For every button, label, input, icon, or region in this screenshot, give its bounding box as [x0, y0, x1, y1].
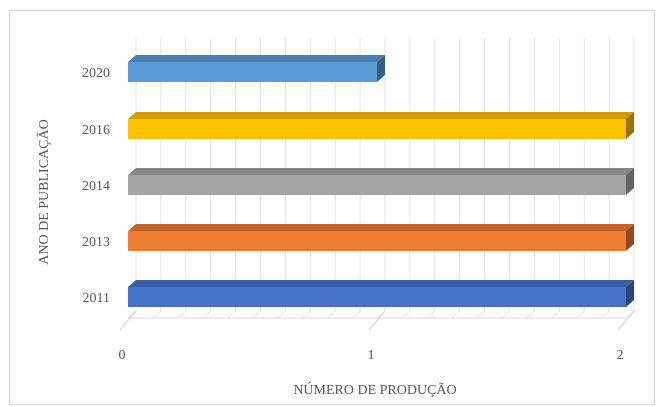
floor-gridline — [401, 310, 411, 319]
floor-gridline — [252, 310, 261, 319]
floor-gridline — [177, 310, 187, 319]
bar-2020 — [128, 55, 385, 82]
floor-gridline — [575, 310, 585, 319]
x-axis-title: NÚMERO DE PRODUÇÃO — [293, 381, 456, 398]
y-tick-labels: 2020 2016 2014 2013 2011 — [82, 66, 110, 306]
floor-gridline — [277, 310, 286, 319]
floor-gridline — [501, 310, 510, 319]
axis-tick-diagonal — [119, 310, 137, 331]
floor-gridline — [426, 310, 436, 319]
floor-gridline — [451, 310, 461, 319]
floor-gridline — [600, 310, 610, 319]
y-tick-label: 2020 — [82, 66, 110, 81]
bar-2014 — [128, 168, 634, 195]
y-axis-title: ANO DE PUBLICAÇÃO — [36, 119, 52, 264]
y-tick-label: 2013 — [82, 235, 110, 250]
y-tick-label: 2011 — [83, 291, 110, 306]
bar-top-face — [128, 112, 634, 119]
y-tick-label: 2014 — [82, 179, 110, 194]
bar-front-face — [128, 287, 626, 307]
floor-gridline — [152, 310, 162, 319]
bar-top-face — [128, 168, 634, 175]
bar-front-face — [128, 231, 626, 251]
x-tick-label: 1 — [368, 348, 375, 363]
bar-top-face — [128, 55, 385, 62]
floor-gridline — [326, 310, 336, 319]
bar-front-face — [128, 175, 626, 195]
bar-2013 — [128, 224, 634, 251]
floor-gridline — [351, 310, 361, 319]
bar-front-face — [128, 62, 377, 82]
x-tick-label: 2 — [617, 348, 624, 363]
floor-gridline — [476, 310, 485, 319]
bar-side-face — [377, 55, 385, 82]
axis-tick-diagonal — [368, 310, 386, 331]
floor-gridline — [202, 310, 212, 319]
bar-top-face — [128, 224, 634, 231]
axis-tick-diagonal — [617, 310, 635, 331]
bar-side-face — [626, 112, 634, 139]
bar-2016 — [128, 112, 634, 139]
x-tick-label: 0 — [119, 348, 126, 363]
floor-gridline — [227, 310, 236, 319]
chart-bars — [128, 55, 634, 307]
bar-top-face — [128, 280, 634, 287]
bar-side-face — [626, 224, 634, 251]
floor-gridline — [550, 310, 560, 319]
y-tick-label: 2016 — [82, 123, 110, 138]
x-tick-labels: 0 1 2 — [119, 348, 624, 363]
bar-front-face — [128, 119, 626, 139]
floor-gridline — [301, 310, 311, 319]
bar-side-face — [626, 280, 634, 307]
bar-2011 — [128, 280, 634, 307]
bar-side-face — [626, 168, 634, 195]
floor-gridline — [526, 310, 535, 319]
